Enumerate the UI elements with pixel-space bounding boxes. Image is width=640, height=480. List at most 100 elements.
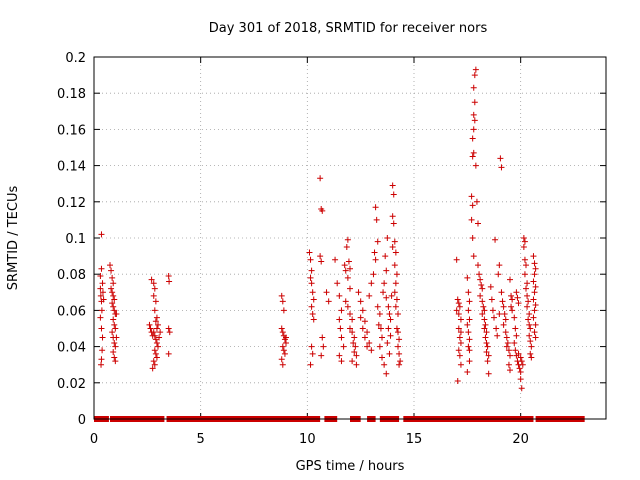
data-point: [361, 334, 368, 341]
y-tick-label: 0.12: [57, 196, 86, 211]
data-point: [157, 329, 164, 336]
data-point: [523, 285, 529, 292]
data-point: [465, 307, 472, 314]
data-point: [97, 285, 104, 292]
data-point: [524, 303, 531, 310]
data-point: [457, 316, 464, 323]
data-point: [349, 329, 356, 336]
data-point: [512, 347, 519, 354]
data-point: [148, 276, 155, 283]
data-point: [393, 325, 400, 332]
grid: [94, 57, 606, 419]
data-point: [455, 311, 462, 318]
data-point: [165, 325, 172, 332]
data-point: [165, 350, 172, 357]
data-point: [509, 296, 516, 303]
data-point: [320, 343, 327, 350]
data-point: [511, 314, 518, 321]
data-point: [307, 274, 314, 281]
data-point: [483, 349, 490, 356]
data-point: [469, 235, 476, 241]
data-point: [113, 334, 120, 341]
data-point: [454, 296, 461, 303]
data-point: [374, 238, 381, 245]
data-point: [483, 329, 490, 336]
data-point: [469, 135, 476, 142]
data-point: [347, 265, 353, 272]
data-point: [351, 349, 358, 356]
data-point: [337, 325, 344, 332]
data-point: [97, 314, 104, 321]
data-point: [532, 321, 539, 328]
data-point: [109, 300, 116, 307]
data-point: [281, 350, 288, 357]
data-point: [336, 292, 343, 299]
data-point: [109, 274, 116, 281]
data-point: [520, 235, 527, 241]
data-point: [512, 325, 519, 332]
data-point: [528, 354, 535, 361]
data-point: [371, 249, 378, 256]
data-point: [388, 292, 395, 299]
data-point: [372, 204, 379, 211]
x-tick-label: 10: [299, 432, 316, 447]
data-point: [472, 162, 479, 169]
data-point: [466, 358, 473, 365]
data-point: [147, 325, 154, 332]
data-point: [153, 314, 160, 321]
data-point: [156, 334, 163, 341]
data-point: [342, 298, 349, 305]
data-point: [453, 307, 460, 314]
data-point: [503, 343, 510, 350]
data-point: [352, 343, 359, 350]
data-point: [454, 377, 461, 384]
data-point: [498, 289, 505, 296]
data-point: [465, 289, 472, 296]
data-point: [112, 325, 119, 332]
data-point: [479, 298, 486, 305]
data-point: [495, 271, 502, 278]
data-point: [484, 358, 491, 365]
data-point: [150, 329, 157, 336]
data-point: [357, 298, 364, 305]
data-point: [517, 376, 524, 383]
data-point: [500, 303, 507, 310]
data-point: [368, 347, 375, 354]
data-point: [336, 316, 343, 323]
data-point: [483, 339, 490, 346]
data-point: [468, 193, 475, 200]
data-point: [473, 198, 480, 205]
data-point: [531, 271, 538, 278]
plot-frame: [93, 56, 607, 420]
data-point: [149, 365, 156, 372]
data-point: [375, 321, 382, 328]
data-point: [338, 334, 345, 341]
data-point: [484, 343, 491, 350]
data-point: [309, 311, 316, 318]
data-point: [514, 294, 521, 301]
data-point: [376, 343, 383, 350]
data-point: [518, 385, 525, 392]
data-point: [319, 207, 326, 214]
data-point: [151, 285, 158, 292]
data-point: [151, 361, 158, 368]
data-point: [531, 260, 538, 267]
data-point: [456, 334, 463, 341]
data-point: [111, 339, 118, 346]
data-point: [353, 352, 360, 359]
data-point: [494, 332, 501, 339]
data-point: [481, 307, 488, 314]
x-tick-label: 20: [512, 432, 529, 447]
data-point: [317, 253, 324, 260]
data-point: [527, 338, 534, 345]
x-tick-label: 15: [406, 432, 423, 447]
data-point: [361, 318, 368, 325]
data-point: [518, 358, 525, 365]
data-point: [516, 365, 523, 372]
data-point: [507, 352, 513, 359]
data-point: [525, 316, 532, 323]
data-point: [455, 300, 462, 307]
data-point: [364, 329, 371, 336]
data-point: [308, 280, 315, 287]
data-point: [511, 339, 518, 346]
